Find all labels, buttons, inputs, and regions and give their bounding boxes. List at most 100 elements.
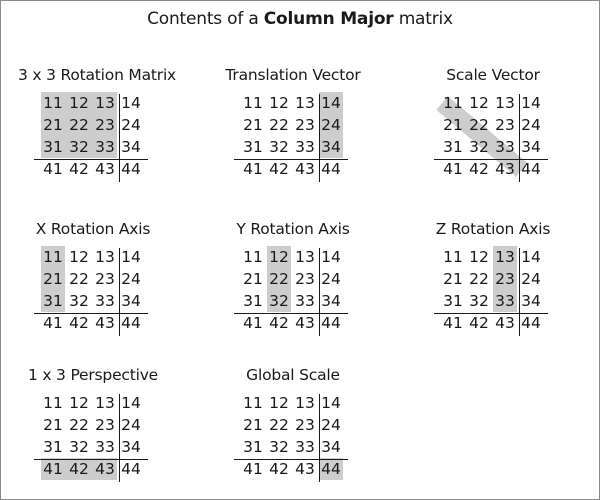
- matrix-cell-33: 33: [495, 292, 515, 310]
- matrix-cell-24: 24: [521, 116, 541, 134]
- column-divider: [119, 394, 120, 482]
- matrix-cell-43: 43: [495, 314, 515, 332]
- matrix-cell-34: 34: [121, 138, 141, 156]
- matrix-cell-24: 24: [521, 270, 541, 288]
- matrix-cell-21: 21: [43, 270, 63, 288]
- matrix-cell-23: 23: [295, 416, 315, 434]
- title-prefix: Contents of a: [147, 9, 264, 29]
- panel-label: Global Scale: [246, 366, 340, 384]
- highlight-box: [319, 458, 343, 480]
- matrix-cell-33: 33: [95, 438, 115, 456]
- matrix-cell-13: 13: [95, 94, 115, 112]
- matrix-cell-44: 44: [521, 314, 541, 332]
- matrix-cell-24: 24: [121, 416, 141, 434]
- matrix-cell-34: 34: [321, 292, 341, 310]
- row-divider: [434, 313, 548, 314]
- matrix-cell-23: 23: [495, 116, 515, 134]
- matrix-grid: 11 12 13 14 21 22 23 24 31 32 33 34 41 42 43 44: [18, 246, 148, 336]
- matrix-cell-44: 44: [121, 460, 141, 478]
- matrix-grid: 11 12 13 14 21 22 23 24 31 32 33 34 41 42 43 44: [218, 92, 348, 182]
- matrix-cell-41: 41: [43, 460, 63, 478]
- panel-z-rotation-axis: Z Rotation Axis 11 12 13 14 21 22 23 24 31 32 33 34 4…: [418, 220, 568, 340]
- matrix-cell-33: 33: [295, 138, 315, 156]
- column-divider: [319, 94, 320, 182]
- matrix-cell-21: 21: [43, 116, 63, 134]
- matrix-cell-41: 41: [243, 314, 263, 332]
- matrix-cell-13: 13: [95, 394, 115, 412]
- matrix-cell-21: 21: [443, 270, 463, 288]
- panel-perspective-1x3: 1 x 3 Perspective 11 12 13 14 21 22 23 24 31 32 33 3…: [18, 366, 168, 486]
- panel-x-rotation-axis: X Rotation Axis 11 12 13 14 21 22 23 24 31 32 33 34 4…: [18, 220, 168, 340]
- row-divider: [34, 159, 148, 160]
- matrix-cell-31: 31: [43, 438, 63, 456]
- matrix-cell-42: 42: [269, 460, 289, 478]
- matrix-grid: 11 12 13 14 21 22 23 24 31 32 33 34 41 42 43 44: [18, 92, 148, 182]
- panel-label: Y Rotation Axis: [236, 220, 350, 238]
- matrix-cell-11: 11: [443, 94, 463, 112]
- row-divider: [234, 159, 348, 160]
- matrix-cell-41: 41: [243, 460, 263, 478]
- matrix-cell-44: 44: [121, 160, 141, 178]
- matrix-cell-43: 43: [95, 314, 115, 332]
- panel-y-rotation-axis: Y Rotation Axis 11 12 13 14 21 22 23 24 31 32 33 34 4…: [218, 220, 368, 340]
- matrix-cell-11: 11: [243, 394, 263, 412]
- highlight-box: [41, 92, 117, 158]
- matrix-cell-13: 13: [495, 94, 515, 112]
- matrix-cell-43: 43: [295, 460, 315, 478]
- matrix-cell-24: 24: [321, 270, 341, 288]
- row-divider: [234, 459, 348, 460]
- matrix-cell-12: 12: [69, 94, 89, 112]
- matrix-cell-41: 41: [43, 314, 63, 332]
- panel-label: Scale Vector: [446, 66, 540, 84]
- matrix-cell-32: 32: [69, 292, 89, 310]
- row-divider: [34, 459, 148, 460]
- matrix-cell-22: 22: [69, 116, 89, 134]
- panel-label: 3 x 3 Rotation Matrix: [18, 66, 177, 84]
- column-divider: [119, 248, 120, 336]
- matrix-cell-42: 42: [469, 160, 489, 178]
- highlight-box: [41, 458, 117, 480]
- matrix-cell-34: 34: [521, 292, 541, 310]
- matrix-cell-41: 41: [443, 160, 463, 178]
- matrix-cell-31: 31: [243, 292, 263, 310]
- matrix-cell-12: 12: [69, 248, 89, 266]
- highlight-box: [41, 246, 65, 312]
- matrix-cell-42: 42: [69, 314, 89, 332]
- matrix-cell-14: 14: [321, 394, 341, 412]
- matrix-cell-44: 44: [321, 314, 341, 332]
- matrix-cell-11: 11: [443, 248, 463, 266]
- matrix-cell-42: 42: [469, 314, 489, 332]
- matrix-cell-41: 41: [43, 160, 63, 178]
- panel-label: Translation Vector: [225, 66, 361, 84]
- matrix-cell-14: 14: [121, 394, 141, 412]
- matrix-cell-41: 41: [243, 160, 263, 178]
- panel-label: Z Rotation Axis: [435, 220, 551, 238]
- matrix-cell-24: 24: [121, 116, 141, 134]
- column-divider: [319, 248, 320, 336]
- matrix-cell-44: 44: [121, 314, 141, 332]
- matrix-cell-14: 14: [521, 248, 541, 266]
- matrix-cell-34: 34: [321, 138, 341, 156]
- matrix-cell-23: 23: [495, 270, 515, 288]
- matrix-cell-42: 42: [69, 160, 89, 178]
- matrix-cell-33: 33: [295, 438, 315, 456]
- column-divider: [519, 94, 520, 182]
- matrix-cell-13: 13: [295, 394, 315, 412]
- matrix-cell-12: 12: [269, 248, 289, 266]
- matrix-cell-31: 31: [243, 138, 263, 156]
- matrix-cell-23: 23: [95, 270, 115, 288]
- matrix-cell-12: 12: [69, 394, 89, 412]
- matrix-cell-11: 11: [43, 94, 63, 112]
- diagram-title: Contents of a Column Major matrix: [0, 9, 600, 29]
- matrix-cell-14: 14: [321, 94, 341, 112]
- matrix-cell-43: 43: [495, 160, 515, 178]
- matrix-cell-43: 43: [295, 160, 315, 178]
- matrix-cell-11: 11: [243, 248, 263, 266]
- highlight-box: [493, 246, 517, 312]
- highlight-box: [319, 92, 343, 158]
- row-divider: [434, 159, 548, 160]
- matrix-cell-21: 21: [243, 270, 263, 288]
- panel-label: 1 x 3 Perspective: [27, 366, 159, 384]
- matrix-cell-14: 14: [121, 94, 141, 112]
- matrix-cell-31: 31: [443, 138, 463, 156]
